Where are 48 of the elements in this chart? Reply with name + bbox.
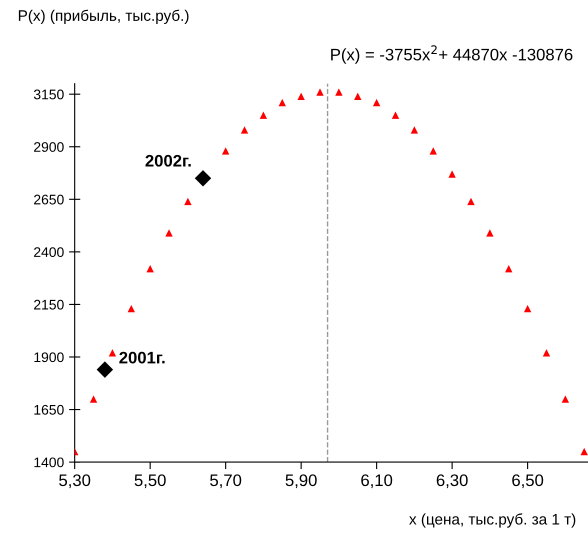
point [165, 229, 173, 237]
y-tick-label: 3150 [34, 90, 64, 100]
x-tick-label: 5,30 [59, 474, 90, 488]
x-tick-label: 6,50 [512, 474, 544, 488]
point [146, 265, 154, 272]
y-tick-label: 1900 [34, 352, 64, 362]
x-tick-label: 5,90 [286, 474, 317, 488]
x-tick-label: 5,70 [210, 474, 242, 488]
y-tick-label: 2650 [34, 194, 64, 204]
x-tick-label: 6,10 [361, 474, 392, 488]
y-tick-label: 2400 [34, 247, 64, 258]
annotation: 2001г. [119, 352, 165, 364]
point [562, 395, 570, 403]
y-axis-title: P(x) (прибыль, тыс.руб.) [18, 10, 189, 24]
y-tick-label: 1650 [34, 404, 64, 415]
y-tick-label: 2150 [34, 300, 64, 310]
point [505, 265, 512, 272]
point [297, 92, 305, 100]
annotation: 2002г. [145, 154, 191, 167]
y-tick-label: 2900 [34, 142, 64, 152]
x-tick-label: 5,50 [134, 474, 166, 488]
point [240, 126, 248, 134]
point [410, 126, 418, 134]
point [486, 229, 494, 237]
point [448, 170, 456, 178]
point [354, 92, 362, 100]
point [90, 395, 98, 403]
point [222, 147, 230, 155]
x-tick-label: 6,30 [436, 474, 468, 488]
point [194, 170, 212, 187]
x-axis-title: x (цена, тыс.руб. за 1 т) [409, 513, 576, 528]
point [260, 112, 268, 119]
y-tick-label: 1400 [34, 457, 64, 468]
point [542, 349, 550, 356]
point [430, 147, 437, 155]
point [96, 361, 114, 378]
point [335, 88, 343, 96]
point [580, 448, 588, 456]
point [108, 349, 116, 356]
point [372, 98, 380, 106]
point [316, 88, 324, 96]
point [128, 304, 135, 312]
point [184, 198, 192, 206]
chart-subtitle: P(x) = -3755x$^{2}$+ 44870x -130876 [331, 45, 572, 64]
point [392, 112, 400, 119]
point [467, 198, 475, 206]
point [278, 98, 286, 106]
point [524, 304, 532, 312]
